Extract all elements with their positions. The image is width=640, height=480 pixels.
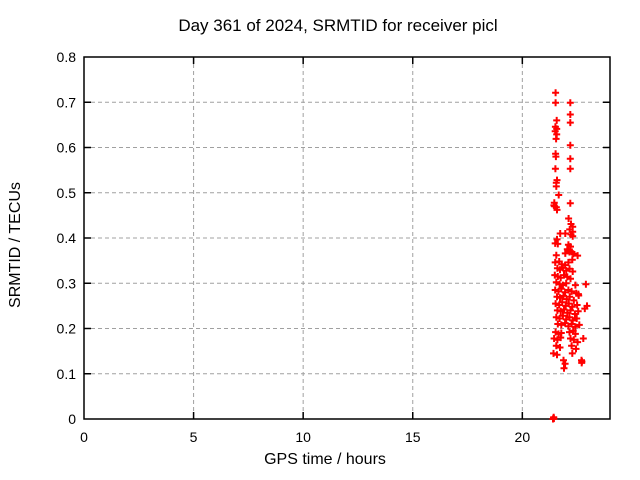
y-tick-label: 0.6 — [57, 140, 77, 156]
y-tick-label: 0.2 — [57, 321, 77, 337]
y-axis-label: SRMTID / TECUs — [7, 182, 24, 308]
y-tick-label: 0.7 — [57, 94, 77, 110]
x-tick-label: 15 — [405, 429, 421, 445]
x-axis-label: GPS time / hours — [264, 451, 386, 468]
x-tick-label: 10 — [295, 429, 311, 445]
x-tick-label: 5 — [190, 429, 198, 445]
x-tick-label: 20 — [515, 429, 531, 445]
x-tick-label: 0 — [80, 429, 88, 445]
y-tick-label: 0.5 — [57, 185, 77, 201]
plot-area: 0 5 10 15 20 0 0.1 0.2 0.3 0.4 0.5 0.6 0.7 0.8 — [57, 49, 611, 445]
y-tick-label: 0.4 — [57, 230, 77, 246]
y-tick-label: 0.8 — [57, 49, 77, 65]
data-points — [549, 89, 591, 423]
chart-title: Day 361 of 2024, SRMTID for receiver pic… — [178, 16, 497, 35]
y-tick-label: 0.3 — [57, 275, 77, 291]
y-tick-label: 0 — [68, 411, 76, 427]
y-tick-label: 0.1 — [57, 366, 77, 382]
